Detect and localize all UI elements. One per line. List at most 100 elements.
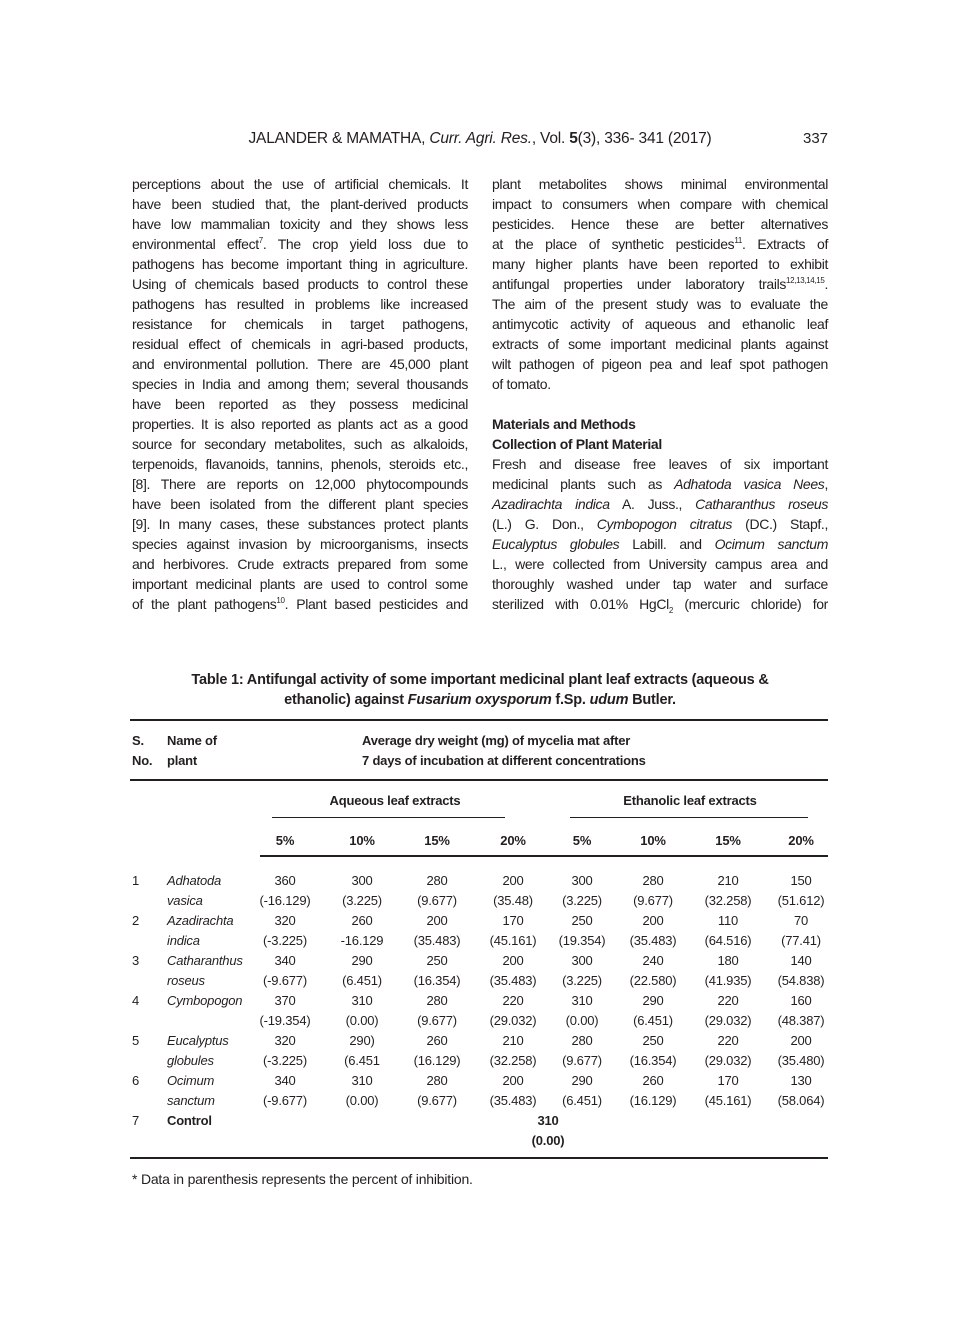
dry-weight-cell: 170 [717,1073,739,1088]
inhibition-cell: (29.032) [704,1013,752,1028]
text-line: Eucalyptus globules Labill. and Ocimum s… [492,534,828,554]
header-authors: JALANDER & MAMATHA, [248,130,430,147]
dry-weight-cell: 220 [502,993,524,1008]
text-line: Materials and Methods [492,414,828,434]
text-run: (mercuric chloride) for [673,596,828,612]
plant-name: sanctum [167,1093,215,1108]
dry-weight-cell: 360 [274,873,296,888]
plant-name: globules [167,1053,214,1068]
italic-term: Azadirachta indica [492,496,610,512]
header-measure: Average dry weight (mg) of mycelia mat a… [362,733,631,748]
dry-weight-cell: 170 [502,913,524,928]
header-journal: Curr. Agri. Res. [429,130,532,147]
dry-weight-cell: 370 [274,993,296,1008]
inhibition-cell: (16.129) [629,1093,677,1108]
text-line: species against invasion by microorganis… [132,534,468,554]
dry-weight-cell: 310 [351,993,373,1008]
text-line: have been studied that, the plant-derive… [132,194,468,214]
caption-text: ethanolic) against [284,692,408,708]
inhibition-cell: (45.161) [704,1093,752,1108]
text-run: A. Juss., [609,496,696,512]
text-run: of tomato. [492,376,551,392]
dry-weight-cell: 210 [502,1033,524,1048]
text-line: L., were collected from University campu… [492,554,828,574]
body-left-column: perceptions about the use of artificial … [132,174,468,614]
row-number: 3 [132,953,140,968]
text-line: have been reported as they possess medic… [132,394,468,414]
row-number: 2 [132,913,140,928]
plant-name: Control [167,1113,212,1128]
dry-weight-cell: 250 [571,913,593,928]
header-measure: 7 days of incubation at different concen… [362,753,646,768]
text-line: pathogens has resulted in problems like … [132,294,468,314]
table-caption: Table 1: Antifungal activity of some imp… [130,670,830,710]
dry-weight-cell: 140 [790,953,812,968]
text-run: (L.) G. Don., [492,516,597,532]
text-run: . [824,276,828,292]
plant-name: Cymbopogon [167,993,243,1008]
dry-weight-cell: 240 [642,953,664,968]
plant-name: roseus [167,973,205,988]
inhibition-cell: (35.483) [489,973,537,988]
dry-weight-cell: 290 [642,993,664,1008]
dry-weight-cell: 280 [571,1033,593,1048]
caption-species: Fusarium oxysporum [407,692,552,708]
inhibition-cell: (-3.225) [263,1053,307,1068]
dry-weight-cell: 260 [642,1073,664,1088]
italic-term: Adhatoda vasica Nees [674,476,825,492]
header-volume: 5 [569,130,578,147]
inhibition-cell: (9.677) [417,1093,457,1108]
inhibition-cell: (29.032) [704,1053,752,1068]
italic-term: Eucalyptus globules [492,536,620,552]
dry-weight-cell: 260 [426,1033,448,1048]
inhibition-cell: (64.516) [704,933,752,948]
section-heading: Collection of Plant Material [492,436,662,452]
dry-weight-cell: 160 [790,993,812,1008]
dry-weight-cell: 200 [790,1033,812,1048]
plant-name: Eucalyptus [167,1033,229,1048]
text-line: (L.) G. Don., Cymbopogon citratus (DC.) … [492,514,828,534]
page-number: 337 [803,130,829,147]
dry-weight-cell: 200 [426,913,448,928]
text-line: many higher plants have been reported to… [492,254,828,274]
inhibition-cell: (0.00) [345,1093,379,1108]
row-number: 4 [132,993,140,1008]
inhibition-cell: (9.677) [562,1053,602,1068]
text-run: wilt pathogen of pigeon pea and leaf spo… [492,356,828,372]
inhibition-cell: (3.225) [562,893,602,908]
text-run: L., were collected from University campu… [492,556,828,572]
text-line: important medicinal plants are used to c… [132,574,468,594]
concentration-header: 10% [349,833,375,848]
caption-text: Butler. [628,692,676,708]
dry-weight-cell: 300 [571,953,593,968]
inhibition-cell: (35.480) [777,1053,825,1068]
dry-weight-cell: 290 [351,953,373,968]
text-run: of the plant pathogens [132,596,277,612]
row-number: 7 [132,1113,140,1128]
plant-name: vasica [167,893,203,908]
running-header: JALANDER & MAMATHA, Curr. Agri. Res., Vo… [0,130,960,148]
text-run: species in India and among them; several… [132,376,468,392]
caption-line-2: ethanolic) against Fusarium oxysporum f.… [130,690,830,710]
caption-line-1: Table 1: Antifungal activity of some imp… [191,672,769,688]
inhibition-cell: (6.451 [344,1053,380,1068]
inhibition-cell: (0.00) [565,1013,599,1028]
text-line: terpenoids, flavanoids, tannins, phenols… [132,454,468,474]
inhibition-cell: (0.00) [345,1013,379,1028]
dry-weight-cell: 260 [351,913,373,928]
dry-weight-cell: 340 [274,1073,296,1088]
text-line: properties. It is also reported as plant… [132,414,468,434]
text-run: extracts of some important medicinal pla… [492,336,828,352]
inhibition-cell: (-19.354) [259,1013,311,1028]
row-number: 5 [132,1033,140,1048]
italic-term: Ocimum sanctum [714,536,829,552]
dry-weight-cell: 200 [502,873,524,888]
dry-weight-cell: 250 [426,953,448,968]
text-run: have been studied that, the plant-derive… [132,196,468,212]
text-run: resistance for chemicals in target patho… [132,316,468,332]
group-ethanolic: Ethanolic leaf extracts [623,793,757,808]
text-line: at the place of synthetic pesticides11. … [492,234,828,254]
text-line: pesticides. Hence these are better alter… [492,214,828,234]
inhibition-cell: (3.225) [342,893,382,908]
text-run: important medicinal plants are used to c… [132,576,468,592]
